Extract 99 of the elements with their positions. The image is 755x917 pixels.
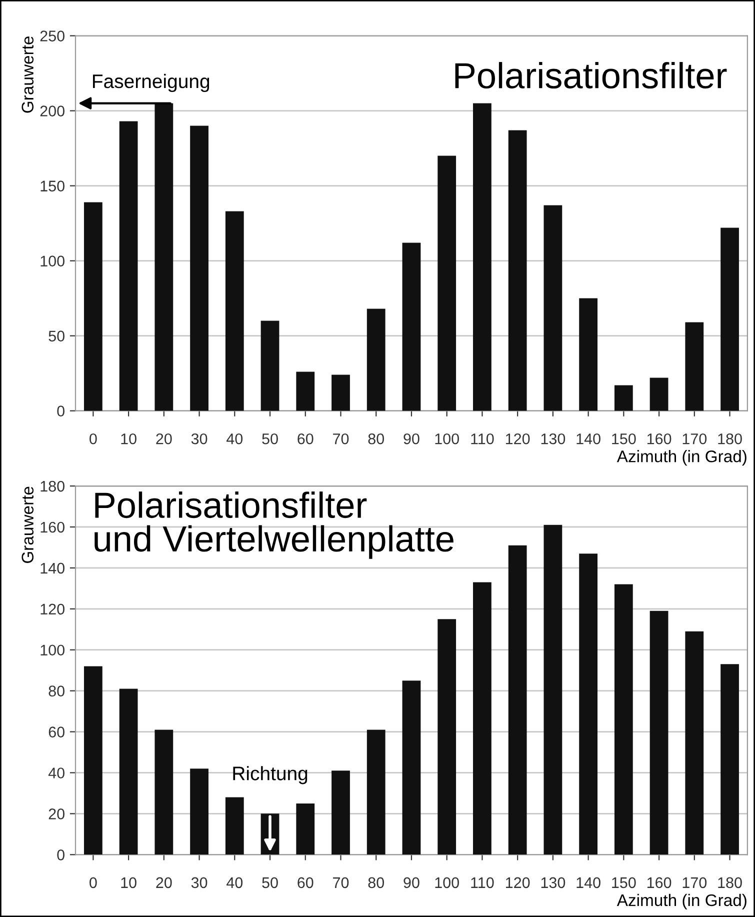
- y-tick-label: 0: [57, 850, 64, 860]
- x-tick-label: 150: [612, 877, 636, 888]
- bar: [579, 554, 598, 855]
- bar: [260, 320, 280, 411]
- bar: [650, 378, 668, 411]
- bar: [119, 121, 138, 411]
- bar: [366, 730, 386, 855]
- y-tick-label: 20: [48, 808, 64, 820]
- bar: [225, 211, 244, 411]
- annotation: Faserneigung: [93, 74, 210, 92]
- bar: [650, 610, 668, 855]
- bar: [190, 768, 208, 855]
- bar: [508, 130, 527, 411]
- bar: [190, 126, 208, 411]
- y-axis-title: Grauwerte: [22, 486, 34, 563]
- y-tick-label: 100: [40, 256, 64, 266]
- x-tick-label: 100: [435, 433, 459, 444]
- y-tick-label: 0: [57, 406, 64, 416]
- bar: [296, 372, 315, 411]
- x-tick-label: 40: [226, 433, 243, 444]
- bar: [84, 666, 102, 855]
- x-axis-title: Azimuth (in Grad): [616, 450, 746, 466]
- x-tick-label: 80: [368, 877, 384, 888]
- x-tick-label: 20: [156, 877, 172, 888]
- y-tick-label: 180: [40, 480, 64, 492]
- x-tick-label: 180: [718, 433, 742, 444]
- bar: [438, 156, 456, 411]
- x-tick-label: 170: [682, 877, 707, 888]
- x-tick-label: 140: [576, 433, 600, 444]
- x-tick-label: 60: [298, 877, 314, 888]
- x-tick-label: 50: [262, 433, 278, 444]
- bar: [332, 374, 350, 411]
- y-tick-label: 100: [40, 644, 64, 656]
- bar: [402, 680, 421, 855]
- bar: [508, 545, 527, 855]
- x-tick-label: 160: [647, 433, 672, 444]
- y-tick-label: 80: [48, 686, 64, 696]
- y-tick-label: 250: [40, 30, 64, 42]
- y-tick-label: 140: [40, 562, 64, 574]
- x-tick-label: 80: [368, 433, 384, 444]
- bar: [473, 103, 492, 411]
- x-tick-label: 180: [718, 877, 742, 888]
- x-tick-label: 10: [121, 433, 136, 444]
- x-tick-label: 100: [435, 877, 459, 888]
- x-tick-label: 120: [506, 433, 530, 444]
- x-tick-label: 130: [541, 433, 566, 444]
- x-tick-label: 0: [90, 877, 97, 888]
- bar: [473, 582, 492, 855]
- x-tick-label: 90: [404, 877, 420, 888]
- bar: [366, 308, 386, 411]
- annotation: Richtung: [233, 766, 308, 784]
- x-axis-title: Azimuth (in Grad): [616, 894, 746, 910]
- bar: [402, 242, 421, 411]
- x-tick-label: 60: [298, 433, 314, 444]
- bar: [614, 584, 633, 855]
- bar: [119, 688, 138, 855]
- bar: [685, 322, 704, 411]
- x-tick-label: 90: [404, 433, 420, 444]
- x-tick-label: 110: [471, 877, 494, 888]
- text: Polarisationsfilter: [455, 62, 727, 89]
- x-tick-label: 140: [576, 877, 600, 888]
- x-tick-label: 70: [333, 877, 349, 888]
- x-tick-label: 30: [191, 877, 208, 888]
- bar: [544, 524, 562, 855]
- x-tick-label: 40: [226, 877, 243, 888]
- y-tick-label: 150: [40, 180, 64, 192]
- x-tick-label: 70: [333, 433, 349, 444]
- bar: [438, 619, 456, 855]
- x-tick-label: 130: [541, 877, 566, 888]
- y-tick-label: 60: [48, 726, 64, 738]
- y-tick-label: 200: [40, 106, 64, 116]
- x-tick-label: 120: [506, 877, 530, 888]
- x-tick-label: 20: [156, 433, 172, 444]
- y-axis-title: Grauwerte: [22, 36, 34, 113]
- x-tick-label: 30: [191, 433, 208, 444]
- y-tick-label: 40: [48, 768, 64, 778]
- bar: [225, 797, 244, 855]
- x-tick-label: 50: [262, 877, 278, 888]
- y-tick-label: 120: [40, 604, 64, 615]
- text: Polarisationsfilter und Viertelwellenplatte: [94, 492, 454, 559]
- x-tick-label: 0: [90, 433, 97, 444]
- bar: [154, 730, 174, 855]
- x-tick-label: 150: [612, 433, 636, 444]
- x-tick-label: 10: [121, 877, 136, 888]
- bar: [685, 631, 704, 855]
- bar: [579, 298, 598, 411]
- bar: [720, 228, 739, 411]
- bar: [720, 664, 739, 855]
- bar: [332, 770, 350, 855]
- bar: [154, 103, 174, 411]
- y-tick-label: 160: [40, 522, 64, 533]
- bar: [296, 803, 315, 855]
- x-tick-label: 170: [682, 433, 707, 444]
- bar: [544, 205, 562, 411]
- bar: [84, 202, 102, 411]
- y-tick-label: 50: [48, 330, 64, 342]
- bar: [614, 385, 633, 411]
- x-tick-label: 160: [647, 877, 672, 888]
- x-tick-label: 110: [471, 433, 494, 444]
